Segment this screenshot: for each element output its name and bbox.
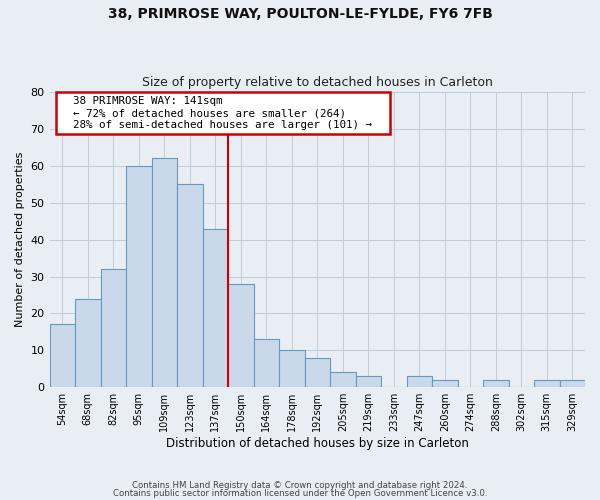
Text: 38, PRIMROSE WAY, POULTON-LE-FYLDE, FY6 7FB: 38, PRIMROSE WAY, POULTON-LE-FYLDE, FY6 …: [107, 8, 493, 22]
Bar: [279, 350, 305, 387]
Bar: [407, 376, 432, 387]
Bar: [75, 298, 101, 387]
Bar: [356, 376, 381, 387]
Y-axis label: Number of detached properties: Number of detached properties: [15, 152, 25, 328]
Bar: [483, 380, 509, 387]
X-axis label: Distribution of detached houses by size in Carleton: Distribution of detached houses by size …: [166, 437, 469, 450]
Text: Contains public sector information licensed under the Open Government Licence v3: Contains public sector information licen…: [113, 489, 487, 498]
Bar: [330, 372, 356, 387]
Bar: [177, 184, 203, 387]
Text: Contains HM Land Registry data © Crown copyright and database right 2024.: Contains HM Land Registry data © Crown c…: [132, 480, 468, 490]
Bar: [152, 158, 177, 387]
Bar: [560, 380, 585, 387]
Bar: [50, 324, 75, 387]
Title: Size of property relative to detached houses in Carleton: Size of property relative to detached ho…: [142, 76, 493, 90]
Text: 38 PRIMROSE WAY: 141sqm  
  ← 72% of detached houses are smaller (264)  
  28% o: 38 PRIMROSE WAY: 141sqm ← 72% of detache…: [60, 96, 385, 130]
Bar: [203, 228, 228, 387]
Bar: [305, 358, 330, 387]
Bar: [254, 339, 279, 387]
Bar: [228, 284, 254, 387]
Bar: [432, 380, 458, 387]
Bar: [101, 269, 126, 387]
Bar: [534, 380, 560, 387]
Bar: [126, 166, 152, 387]
